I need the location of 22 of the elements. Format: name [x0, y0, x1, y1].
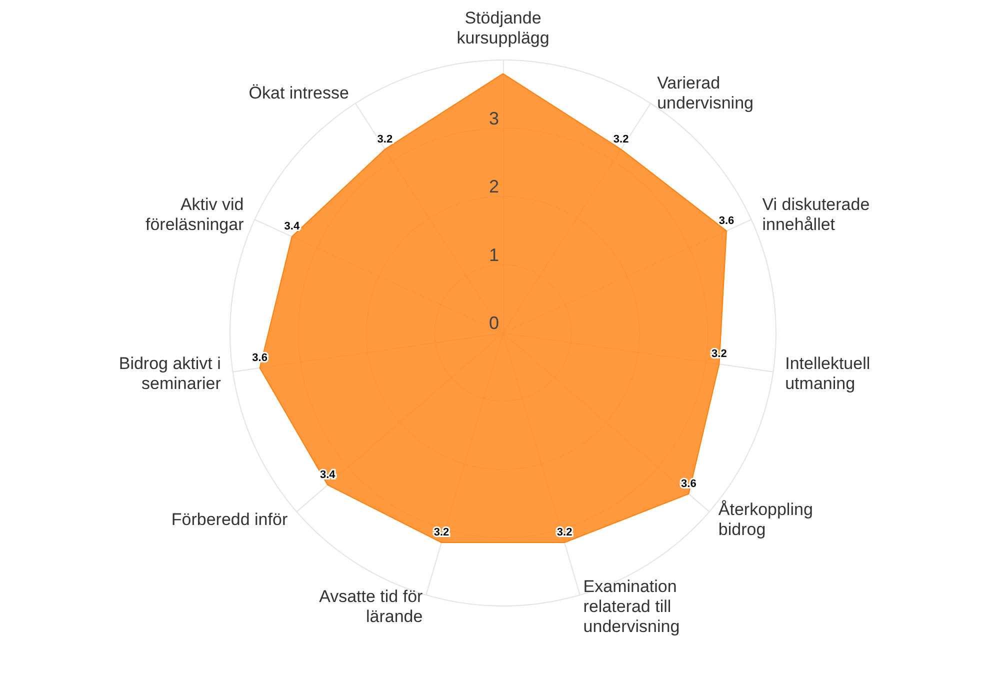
y-tick-label: 0 — [488, 313, 499, 333]
spoke-label: Ökat intresse — [248, 84, 349, 103]
data-label: 3.4 — [284, 220, 300, 233]
spoke-label: Återkoppling bidrog — [718, 500, 813, 540]
y-tick-label: 1 — [488, 244, 499, 265]
spoke-label: Aktiv vid föreläsningar — [145, 195, 244, 234]
spoke-label: Vi diskuterade innehållet — [762, 195, 870, 234]
data-label: 3.2 — [377, 133, 393, 146]
spoke-label: Intellektuell utmaning — [785, 354, 870, 394]
spoke-label: Avsatte tid för lärande — [319, 586, 424, 626]
spoke-label: Stödjande kursupplägg — [456, 8, 550, 48]
y-tick-label: 3 — [488, 108, 499, 128]
data-label: 3.6 — [718, 214, 734, 227]
spoke-label: Varierad undervisning — [657, 74, 754, 113]
data-label: 3.4 — [320, 468, 336, 481]
spoke-label: Förberedd inför — [171, 510, 288, 530]
spoke-label: Bidrog aktivt i seminarier — [118, 354, 222, 394]
data-label: 3.2 — [613, 133, 629, 146]
y-tick-label: 2 — [488, 176, 499, 196]
spoke-label: Examination relaterad till undervisning — [583, 576, 680, 636]
data-label: 3.2 — [434, 526, 450, 539]
data-label: 3.2 — [556, 526, 572, 539]
